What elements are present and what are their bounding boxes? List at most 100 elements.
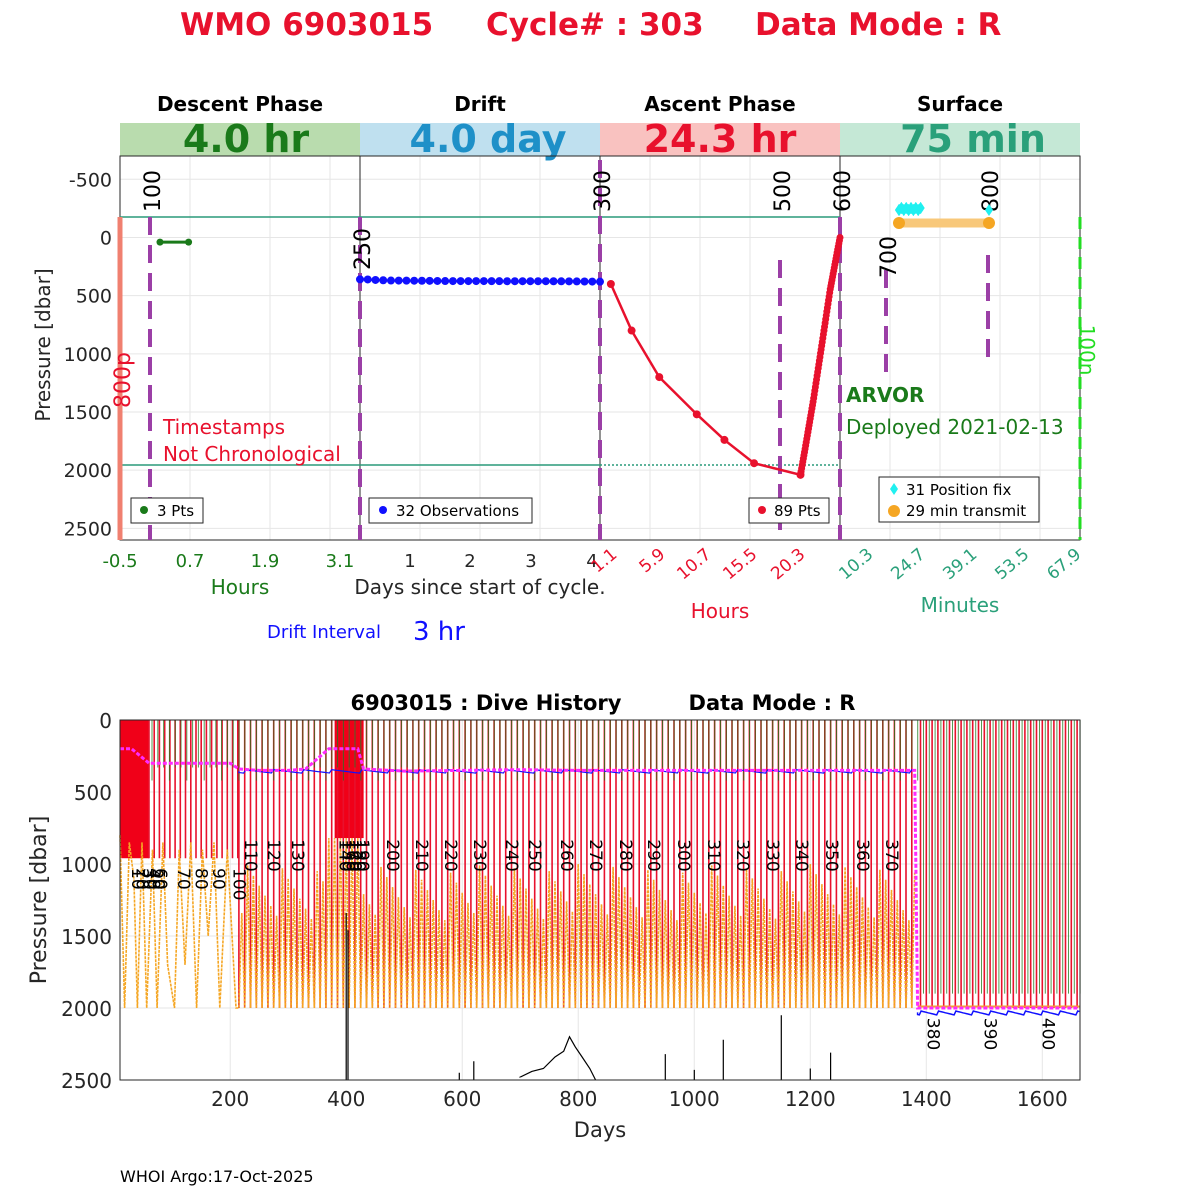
- drift-point: [386, 276, 395, 285]
- drift-interval-value: 3 hr: [413, 617, 465, 647]
- cycle-label: 80: [191, 868, 211, 890]
- cycle-label: 40: [143, 868, 163, 890]
- bottom-y-ticks: 0 500 1000 1500 2000 2500: [61, 709, 112, 1093]
- surface-x-tick: 39.1: [939, 545, 981, 585]
- bottom-y-tick-label: 1000: [61, 853, 112, 877]
- ascent-x-tick: 15.5: [719, 545, 761, 585]
- drift-point: [379, 276, 388, 285]
- cycle-label: 170: [344, 839, 364, 871]
- cycle-label: 70: [173, 868, 193, 890]
- position-fix-marker: [916, 202, 925, 214]
- bottom-y-tick-label: 1500: [61, 925, 112, 949]
- drift-x-label: Days since start of cycle.: [354, 575, 605, 599]
- ascent-point: [627, 326, 636, 335]
- top-y-tick-label: 500: [76, 286, 112, 308]
- cycle-label: 200: [382, 839, 402, 871]
- drift-duration-band: [360, 123, 600, 156]
- bottom-y-tick-label: 0: [99, 709, 112, 733]
- svg-text:89 Pts: 89 Pts: [774, 502, 821, 520]
- legend-ascent: 89 Pts: [748, 497, 830, 524]
- title-cycle: Cycle# : 303: [486, 7, 704, 43]
- descent-series: [156, 238, 193, 246]
- drift-point: [472, 277, 481, 286]
- drift-point: [503, 277, 512, 286]
- svg-text:3 Pts: 3 Pts: [157, 502, 194, 520]
- cycle-label: 250: [524, 839, 544, 871]
- ascent-point: [750, 459, 759, 468]
- footer-credit: WHOI Argo:17-Oct-2025: [120, 1167, 314, 1186]
- cycle-label: 280: [615, 839, 635, 871]
- top-panel: Descent Phase Drift Ascent Phase Surface…: [31, 92, 1099, 647]
- drift-point: [402, 276, 411, 285]
- surface-x-tick: 67.9: [1043, 545, 1085, 585]
- bottom-x-ticks: 200 400 600 800 1000 1200 1400 1600: [211, 1087, 1068, 1111]
- profile-spikes-red: [148, 720, 1078, 1008]
- bottom-panel: 6903015 : Dive History Data Mode : R 10 2…: [27, 691, 1081, 1142]
- cycle-label: 370: [881, 839, 901, 871]
- drift-series: [356, 275, 604, 286]
- ascent-duration-band: [600, 123, 840, 156]
- drift-point: [456, 277, 465, 286]
- drift-point: [596, 277, 604, 286]
- drift-x-tick: 3: [525, 551, 536, 572]
- bottom-x-tick-label: 1200: [785, 1087, 836, 1111]
- transmit-end-point: [983, 217, 995, 229]
- surface-duration: 75 min: [900, 117, 1046, 161]
- descent-duration-band: [120, 123, 360, 156]
- drift-point: [356, 275, 364, 284]
- right-marker-100n: 100n: [1075, 325, 1099, 376]
- cycle-label: 120: [263, 839, 283, 871]
- cycle-label: 260: [556, 839, 576, 871]
- top-y-tick-label: 1000: [64, 344, 112, 366]
- drift-x-tick: 2: [464, 551, 475, 572]
- descent-duration: 4.0 hr: [183, 117, 310, 161]
- park-pressure-magenta: [120, 747, 1080, 1010]
- bottom-plot-frame: [119, 719, 1081, 1081]
- deep-park-trace-blue: [916, 1010, 1080, 1016]
- bottom-x-label: Days: [574, 1118, 626, 1142]
- drift-point: [549, 277, 558, 286]
- cycle-label: 30: [138, 868, 158, 890]
- ascent-series: [606, 233, 844, 479]
- svg-text:32 Observations: 32 Observations: [396, 502, 519, 520]
- cycle-label: 110: [240, 839, 260, 871]
- cycle-label: 380: [923, 1018, 943, 1050]
- descent-point: [156, 238, 164, 246]
- top-y-tick-label: -500: [69, 169, 112, 191]
- left-marker-800p: 800p: [111, 352, 136, 408]
- drift-x-tick: 1: [404, 551, 415, 572]
- descent-x-tick: 1.9: [251, 551, 280, 572]
- bottom-x-tick-label: 1400: [901, 1087, 952, 1111]
- marker-label-800: 800: [979, 170, 1004, 212]
- descent-x-label: Hours: [211, 575, 270, 599]
- cycle-label: 400: [1038, 1018, 1058, 1050]
- drift-point: [425, 276, 434, 285]
- phase-name-drift: Drift: [454, 92, 506, 116]
- ascent-x-label: Hours: [691, 599, 750, 623]
- cycle-label: 10: [127, 868, 147, 890]
- ascent-point: [720, 435, 729, 444]
- drift-point: [441, 277, 450, 286]
- drift-interval-label: Drift Interval: [267, 622, 381, 643]
- phase-name-descent: Descent Phase: [157, 92, 323, 116]
- cycle-label: 60: [150, 868, 170, 890]
- bottom-title-left: 6903015 : Dive History: [351, 691, 622, 715]
- bottom-x-tick-label: 1000: [669, 1087, 720, 1111]
- cycle-label: 340: [791, 839, 811, 871]
- cycle-label: 290: [643, 839, 663, 871]
- drift-point: [580, 277, 589, 286]
- top-y-tick-label: 0: [100, 227, 112, 249]
- marker-label-600: 600: [831, 170, 856, 212]
- legend-descent: 3 Pts: [130, 497, 204, 524]
- cycle-label: 350: [821, 839, 841, 871]
- cycle-label: 240: [501, 839, 521, 871]
- warning-line1: Timestamps: [162, 415, 285, 439]
- drift-point: [526, 277, 535, 286]
- top-y-tick-label: 2000: [64, 460, 112, 482]
- ascent-point: [836, 233, 844, 241]
- bottom-title-right: Data Mode : R: [689, 691, 856, 715]
- top-y-tick-label: 1500: [64, 402, 112, 424]
- cycle-label: 270: [585, 839, 605, 871]
